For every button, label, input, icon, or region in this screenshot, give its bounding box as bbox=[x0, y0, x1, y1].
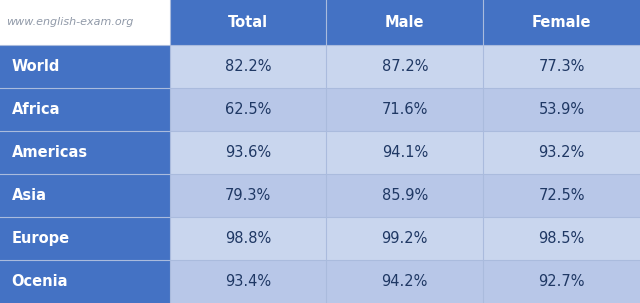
Bar bbox=[326, 0, 483, 45]
Bar bbox=[0, 0, 170, 45]
Text: 53.9%: 53.9% bbox=[538, 102, 585, 117]
Text: World: World bbox=[12, 59, 60, 74]
Text: Asia: Asia bbox=[12, 188, 47, 203]
Text: 94.1%: 94.1% bbox=[381, 145, 428, 160]
Text: 98.5%: 98.5% bbox=[538, 231, 585, 246]
Text: Total: Total bbox=[228, 15, 268, 30]
Bar bbox=[170, 88, 326, 131]
Bar bbox=[170, 260, 326, 303]
Text: 92.7%: 92.7% bbox=[538, 274, 585, 289]
Text: 85.9%: 85.9% bbox=[381, 188, 428, 203]
Text: Europe: Europe bbox=[12, 231, 70, 246]
Text: 94.2%: 94.2% bbox=[381, 274, 428, 289]
Bar bbox=[326, 217, 483, 260]
Text: Africa: Africa bbox=[12, 102, 60, 117]
Bar bbox=[483, 260, 640, 303]
Bar bbox=[483, 174, 640, 217]
Bar bbox=[326, 260, 483, 303]
Text: 77.3%: 77.3% bbox=[538, 59, 585, 74]
Bar bbox=[483, 131, 640, 174]
Text: Male: Male bbox=[385, 15, 424, 30]
Bar bbox=[170, 45, 326, 88]
Bar bbox=[326, 45, 483, 88]
Bar bbox=[326, 174, 483, 217]
Bar bbox=[170, 131, 326, 174]
Bar bbox=[170, 0, 326, 45]
Bar bbox=[483, 45, 640, 88]
Text: 98.8%: 98.8% bbox=[225, 231, 271, 246]
Bar bbox=[0, 260, 170, 303]
Text: www.english-exam.org: www.english-exam.org bbox=[6, 17, 134, 28]
Text: 71.6%: 71.6% bbox=[381, 102, 428, 117]
Text: 72.5%: 72.5% bbox=[538, 188, 585, 203]
Text: 99.2%: 99.2% bbox=[381, 231, 428, 246]
Text: Female: Female bbox=[532, 15, 591, 30]
Text: 93.2%: 93.2% bbox=[538, 145, 585, 160]
Text: 82.2%: 82.2% bbox=[225, 59, 271, 74]
Text: 93.6%: 93.6% bbox=[225, 145, 271, 160]
Bar bbox=[0, 45, 170, 88]
Text: 87.2%: 87.2% bbox=[381, 59, 428, 74]
Bar bbox=[170, 174, 326, 217]
Text: Ocenia: Ocenia bbox=[12, 274, 68, 289]
Bar bbox=[0, 131, 170, 174]
Text: 79.3%: 79.3% bbox=[225, 188, 271, 203]
Text: Americas: Americas bbox=[12, 145, 88, 160]
Text: 62.5%: 62.5% bbox=[225, 102, 271, 117]
Bar bbox=[0, 88, 170, 131]
Bar bbox=[483, 88, 640, 131]
Text: 93.4%: 93.4% bbox=[225, 274, 271, 289]
Bar bbox=[0, 174, 170, 217]
Bar bbox=[483, 217, 640, 260]
Bar bbox=[0, 217, 170, 260]
Bar bbox=[483, 0, 640, 45]
Bar bbox=[326, 88, 483, 131]
Bar bbox=[170, 217, 326, 260]
Bar bbox=[326, 131, 483, 174]
